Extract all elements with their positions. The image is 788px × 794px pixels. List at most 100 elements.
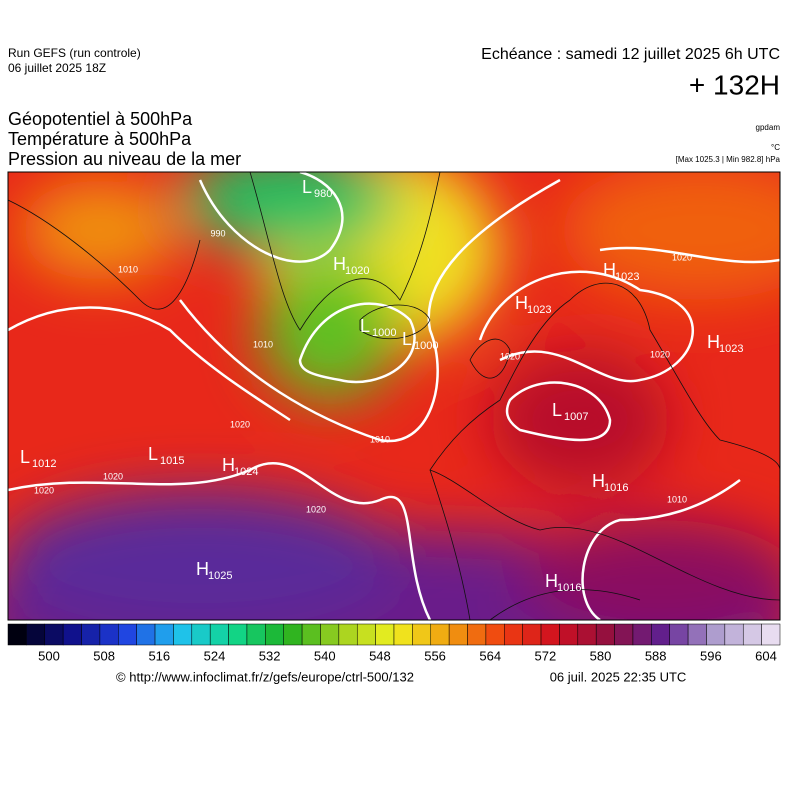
center-value: 1016 bbox=[604, 482, 628, 494]
center-letter: L bbox=[552, 400, 562, 420]
colorbar-swatch bbox=[7, 623, 27, 646]
center-value: 1012 bbox=[32, 458, 56, 470]
colorbar-swatch bbox=[467, 623, 487, 646]
colorbar-swatch bbox=[375, 623, 395, 646]
center-letter: H bbox=[603, 260, 616, 280]
center-letter: H bbox=[222, 455, 235, 475]
colorbar-tick-label: 588 bbox=[645, 648, 667, 663]
center-letter: H bbox=[333, 254, 346, 274]
colorbar-swatch bbox=[265, 623, 284, 646]
lead-time: + 132H bbox=[689, 69, 780, 100]
colorbar-swatch bbox=[209, 623, 229, 646]
isobar-label: 1010 bbox=[667, 494, 687, 504]
isobar-label: 1020 bbox=[650, 349, 670, 359]
source: © http://www.infoclimat.fr/z/gefs/europe… bbox=[116, 669, 414, 684]
colorbar-swatch bbox=[62, 623, 82, 646]
center-value: 1023 bbox=[719, 343, 743, 355]
isobar-label: 1010 bbox=[118, 264, 138, 274]
center-value: 1025 bbox=[208, 570, 232, 582]
colorbar-swatch bbox=[724, 623, 744, 646]
center-letter: L bbox=[302, 177, 312, 197]
map-frame bbox=[7, 171, 781, 621]
colorbar-swatch bbox=[540, 623, 560, 646]
colorbar-swatch bbox=[356, 623, 376, 646]
map bbox=[8, 172, 780, 620]
center-value: 1000 bbox=[414, 340, 438, 352]
colorbar-swatch bbox=[246, 623, 266, 646]
center-value: 1023 bbox=[615, 271, 639, 283]
unit: gpdam bbox=[756, 123, 781, 132]
colorbar-tick-label: 556 bbox=[424, 648, 446, 663]
colorbar-swatch bbox=[136, 623, 156, 646]
center-value: 980 bbox=[314, 188, 332, 200]
colorbar-swatch bbox=[559, 623, 579, 646]
colorbar-swatch bbox=[430, 623, 450, 646]
colorbar-swatch bbox=[742, 623, 762, 646]
colorbar-swatch bbox=[228, 623, 248, 646]
colorbar-tick-label: 596 bbox=[700, 648, 722, 663]
colorbar-tick-label: 604 bbox=[755, 648, 777, 663]
center-value: 1015 bbox=[160, 455, 184, 467]
center-letter: L bbox=[148, 444, 158, 464]
center-value: 1000 bbox=[372, 327, 396, 339]
center-letter: H bbox=[592, 471, 605, 491]
coastlines bbox=[8, 172, 780, 620]
isobar-label: 1020 bbox=[672, 252, 692, 262]
center-value: 1016 bbox=[557, 582, 581, 594]
colorbar-swatch bbox=[154, 623, 174, 646]
isobar-label: 1020 bbox=[230, 419, 250, 429]
colorbar-swatch bbox=[173, 623, 193, 646]
colorbar-swatch bbox=[522, 623, 542, 646]
colorbar-swatch bbox=[393, 623, 413, 646]
title: Température à 500hPa bbox=[8, 129, 192, 149]
colorbar-swatch bbox=[485, 623, 505, 646]
colorbar-swatch bbox=[283, 623, 303, 646]
colorbar-swatch bbox=[577, 623, 597, 646]
colorbar-swatch bbox=[301, 623, 321, 646]
colorbar-tick-label: 580 bbox=[590, 648, 612, 663]
colorbar-tick-label: 524 bbox=[204, 648, 226, 663]
isobar-label: 1020 bbox=[500, 351, 520, 361]
colorbar-tick-label: 500 bbox=[38, 648, 60, 663]
colorbar-tick-label: 516 bbox=[148, 648, 170, 663]
center-value: 1023 bbox=[527, 304, 551, 316]
colorbar-tick-label: 564 bbox=[479, 648, 501, 663]
colorbar-swatch bbox=[26, 623, 46, 646]
colorbar-swatch bbox=[651, 623, 670, 646]
colorbar-tick-label: 532 bbox=[259, 648, 281, 663]
colorbar-swatch bbox=[44, 623, 64, 646]
colorbar-swatch bbox=[614, 623, 634, 646]
title: Géopotentiel à 500hPa bbox=[8, 109, 193, 129]
isobar-label: 1010 bbox=[370, 434, 390, 444]
center-letter: L bbox=[360, 316, 370, 336]
center-value: 1020 bbox=[345, 265, 369, 277]
unit: °C bbox=[771, 143, 780, 152]
colorbar: 500 508 516 524 532 540 548 556 564 572 580 588 596 6… bbox=[7, 623, 781, 663]
generated: 06 juil. 2025 22:35 UTC bbox=[550, 669, 687, 684]
colorbar-swatch bbox=[412, 623, 432, 646]
colorbar-tick-label: 540 bbox=[314, 648, 336, 663]
isobar-label: 990 bbox=[210, 228, 225, 238]
center-letter: H bbox=[545, 571, 558, 591]
colorbar-swatch bbox=[761, 623, 781, 646]
isobars bbox=[8, 172, 780, 620]
isobar-label: 1020 bbox=[103, 471, 123, 481]
valid-time: Echéance : samedi 12 juillet 2025 6h UTC bbox=[481, 46, 780, 63]
colorbar-swatch bbox=[687, 623, 707, 646]
isobar-label: 1020 bbox=[34, 485, 54, 495]
center-letter: H bbox=[515, 293, 528, 313]
colorbar-swatch bbox=[81, 623, 101, 646]
unit: [Max 1025.3 | Min 982.8] hPa bbox=[676, 155, 781, 164]
colorbar-swatch bbox=[191, 623, 211, 646]
colorbar-swatch bbox=[504, 623, 523, 646]
colorbar-swatch bbox=[448, 623, 468, 646]
run-date: 06 juillet 2025 18Z bbox=[8, 61, 106, 75]
center-value: 1024 bbox=[234, 466, 258, 478]
center-value: 1007 bbox=[564, 411, 588, 423]
run: Run GEFS (run controle) bbox=[8, 46, 141, 60]
colorbar-tick-label: 548 bbox=[369, 648, 391, 663]
colorbar-tick-label: 508 bbox=[93, 648, 115, 663]
title: Pression au niveau de la mer bbox=[8, 149, 241, 169]
colorbar-swatch bbox=[338, 623, 358, 646]
